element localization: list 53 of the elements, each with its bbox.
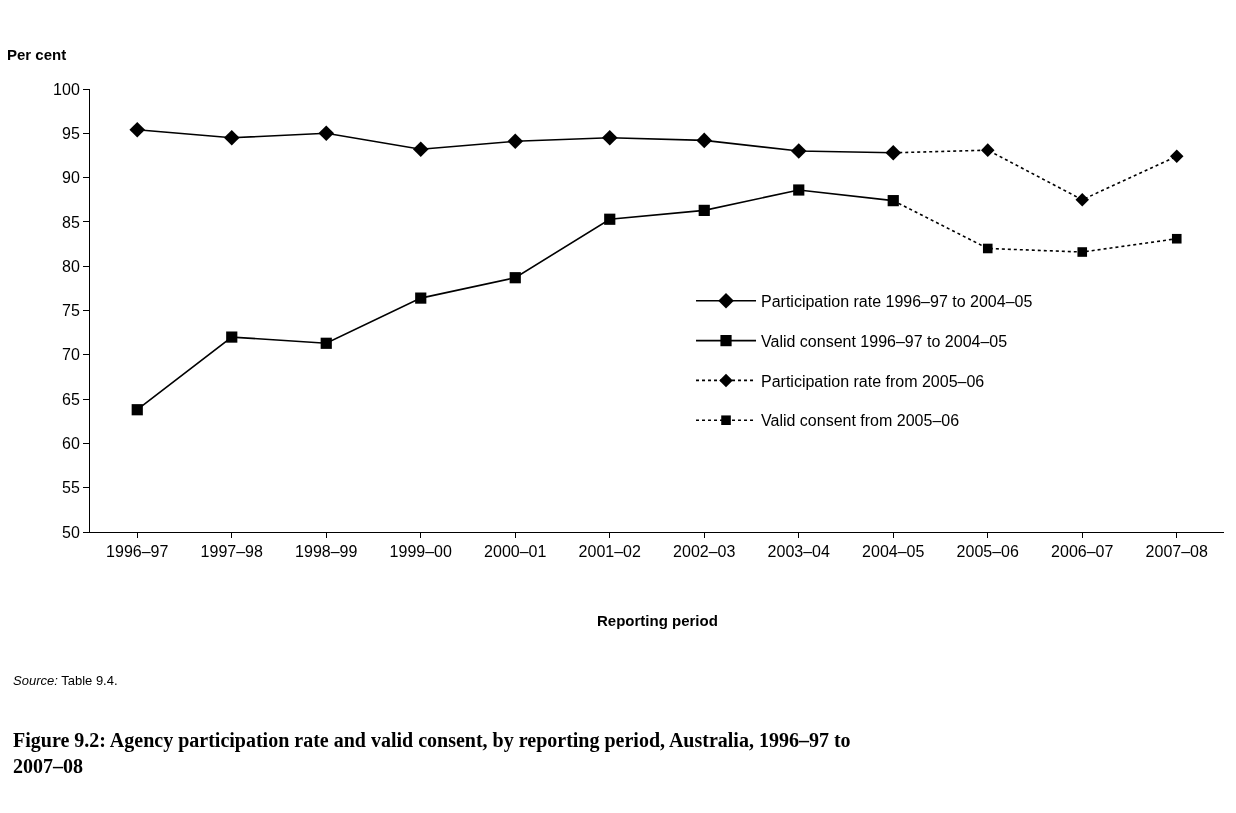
legend-label: Participation rate 1996–97 to 2004–05 <box>761 293 1033 311</box>
point <box>698 204 710 216</box>
y-tick-label: 95 <box>62 124 80 142</box>
x-tick-label: 1997–98 <box>200 543 263 561</box>
x-tick-label: 2007–08 <box>1145 543 1208 561</box>
legend-label: Valid consent from 2005–06 <box>761 412 960 430</box>
x-tick-label: 1998–99 <box>295 543 358 561</box>
point <box>982 243 993 254</box>
legend-label: Valid consent 1996–97 to 2004–05 <box>761 332 1008 350</box>
source-note: Source: Table 9.4. <box>13 673 118 688</box>
point <box>412 141 429 158</box>
y-tick-label: 65 <box>62 390 80 408</box>
point <box>131 404 143 416</box>
y-tick-label: 80 <box>62 257 80 275</box>
point <box>1077 247 1088 257</box>
point <box>129 121 146 138</box>
point <box>226 331 238 343</box>
x-tick-label: 2002–03 <box>673 543 736 561</box>
y-tick-label: 50 <box>62 523 80 541</box>
point <box>1169 149 1184 164</box>
y-tick-label: 75 <box>62 302 80 320</box>
point <box>793 184 805 196</box>
point <box>790 143 807 159</box>
x-tick-label: 2004–05 <box>862 543 925 561</box>
point <box>320 337 332 349</box>
point <box>696 132 713 149</box>
x-tick-label: 2006–07 <box>1051 543 1114 561</box>
point <box>980 143 995 157</box>
y-tick-label: 70 <box>62 346 80 364</box>
x-tick-label: 2003–04 <box>767 543 830 561</box>
legend-label: Participation rate from 2005–06 <box>761 372 985 390</box>
y-tick-label: 100 <box>53 80 80 98</box>
point <box>1171 233 1182 244</box>
point <box>318 125 335 142</box>
y-tick-label: 60 <box>62 435 80 452</box>
text: Figure 9.2: Agency participation rate and valid consent, by reporting period, Australia, 1996–97 to 2007–08 <box>13 729 851 777</box>
point <box>1075 192 1090 207</box>
y-tick-label: 55 <box>62 479 80 497</box>
y-tick-label: 85 <box>62 213 80 231</box>
x-axis-title: Reporting period <box>597 612 718 629</box>
point <box>601 129 618 146</box>
point <box>223 129 240 146</box>
y-tick-label: 90 <box>62 169 80 187</box>
y-axis-title: Per cent <box>7 46 67 63</box>
x-tick-label: 1999–00 <box>389 543 452 561</box>
x-tick-label: 2005–06 <box>956 543 1019 561</box>
x-tick-label: 2001–02 <box>578 543 641 561</box>
point <box>415 292 427 304</box>
x-tick-label: 1996–97 <box>106 543 169 561</box>
point <box>507 133 524 150</box>
point <box>509 272 521 284</box>
x-tick-label: 2000–01 <box>484 543 547 561</box>
point <box>604 213 616 225</box>
